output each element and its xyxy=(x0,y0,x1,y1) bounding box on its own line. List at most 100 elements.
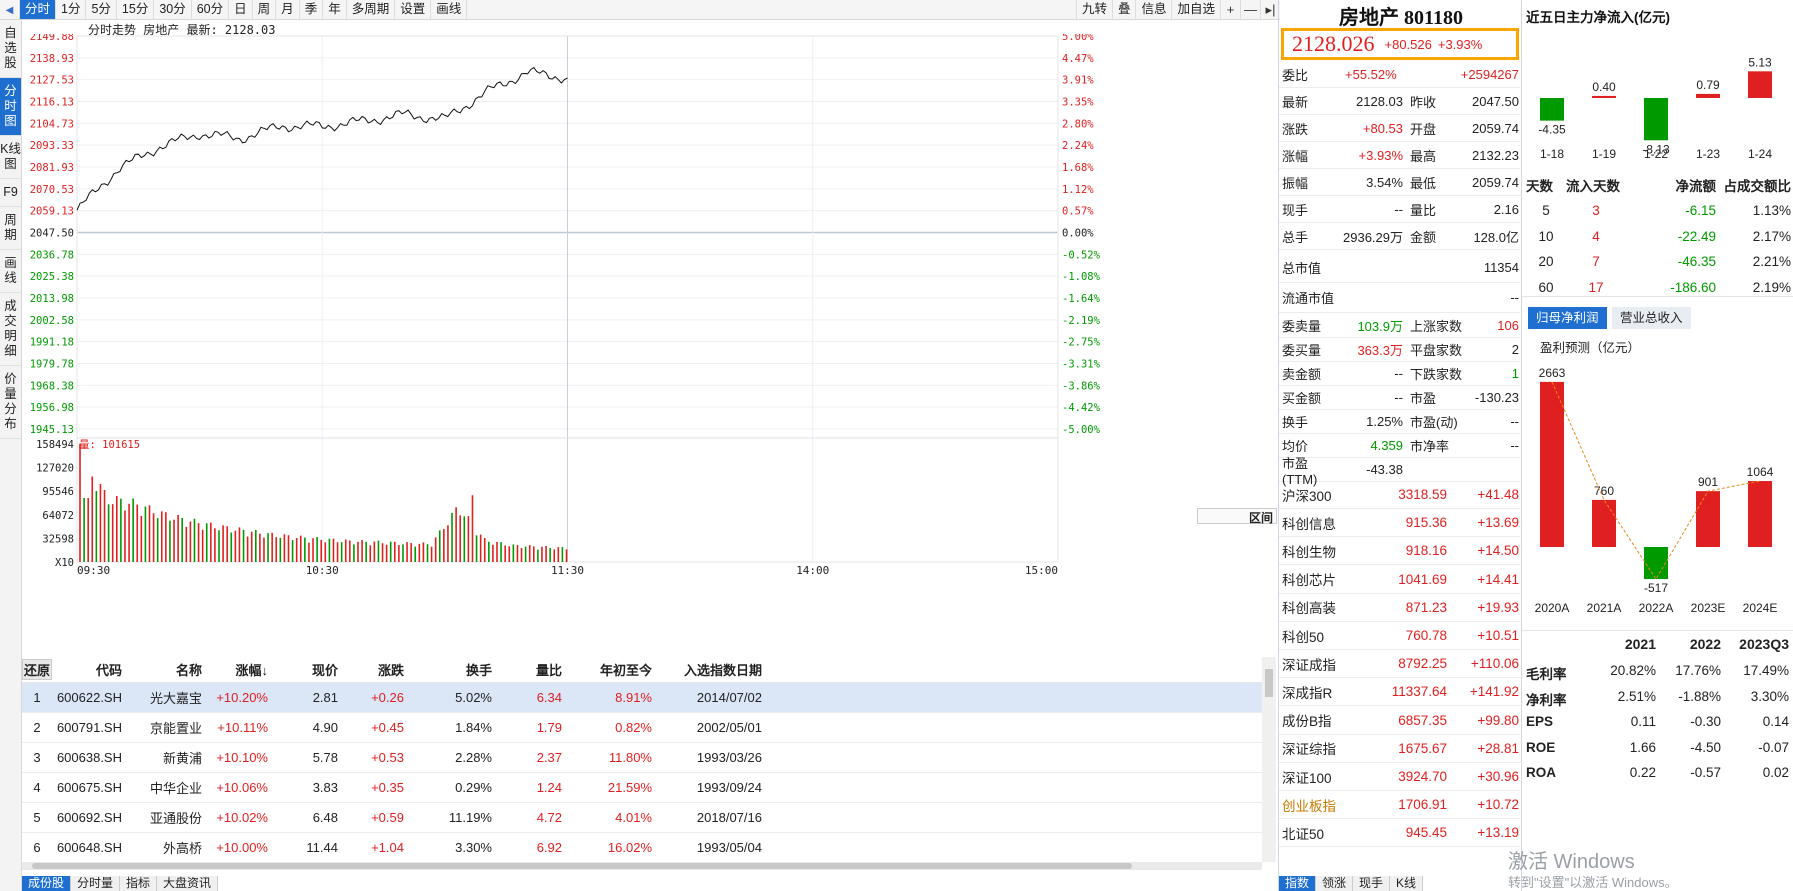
prev-arrow-icon[interactable]: ◀ xyxy=(0,0,20,20)
period-tab[interactable]: 60分 xyxy=(192,0,230,19)
scrollbar-thumb[interactable] xyxy=(32,863,1132,869)
profit-tab[interactable]: 归母净利润 xyxy=(1528,307,1607,329)
table-header-cell[interactable]: 代码 xyxy=(95,663,122,678)
table-row[interactable]: 2 600791.SH 京能置业 +10.11% 4.90 +0.45 1.84% 1.79 0… xyxy=(22,713,1262,743)
sidebar-item[interactable]: 周期 xyxy=(0,207,21,250)
index-row[interactable]: 科创50 760.78 +10.51 xyxy=(1279,622,1523,650)
toolbar-right-item[interactable]: 信息 xyxy=(1135,0,1171,19)
info-value: -- xyxy=(1394,201,1403,217)
bottom-tab[interactable]: 大盘资讯 xyxy=(157,876,219,891)
bottom-tab[interactable]: 分时量 xyxy=(71,876,121,891)
minus-icon[interactable]: — xyxy=(1240,0,1260,19)
table-cell: 外高桥 xyxy=(162,841,202,856)
index-price: 3318.59 xyxy=(1398,487,1447,502)
profit-bar-chart: 2663 2020A 760 2021A -517 2022A 901 2023E 1064 20… xyxy=(1535,366,1778,615)
info-value: -- xyxy=(1510,414,1519,429)
sidebar-item[interactable]: F9 xyxy=(0,179,21,207)
period-tab[interactable]: 多周期 xyxy=(347,0,396,19)
index-row[interactable]: 北证50 945.45 +13.19 xyxy=(1279,819,1523,848)
table-row[interactable]: 4 600675.SH 中华企业 +10.06% 3.83 +0.35 0.29% 1.24 2… xyxy=(22,773,1262,803)
table-cell: +10.20% xyxy=(216,690,268,705)
table-row[interactable]: 1 600622.SH 光大嘉宝 +10.20% 2.81 +0.26 5.02% 6.34 8… xyxy=(22,683,1262,713)
pct-tick-label: -0.52% xyxy=(1062,249,1101,261)
toolbar-right-item[interactable]: 加自选 xyxy=(1171,0,1220,19)
table-header-cell[interactable]: 涨跌 xyxy=(377,663,404,678)
sidebar-item[interactable]: 自选股 xyxy=(0,20,21,78)
period-tab[interactable]: 1分 xyxy=(56,0,87,19)
quote-panel-tab[interactable]: K线 xyxy=(1390,876,1424,891)
table-header-cell[interactable]: 还原 xyxy=(22,659,52,680)
horizontal-scrollbar[interactable] xyxy=(22,862,1262,870)
fin-cell: 0.22 xyxy=(1629,765,1656,780)
sidebar-item[interactable]: 成交明细 xyxy=(0,293,21,366)
index-row[interactable]: 科创生物 918.16 +14.50 xyxy=(1279,537,1523,566)
table-cell: 中华企业 xyxy=(149,781,202,796)
info-label: 委卖量 xyxy=(1282,319,1322,334)
index-row[interactable]: 深成指R 11337.64 +141.92 xyxy=(1279,678,1523,707)
period-tab[interactable]: 年 xyxy=(323,0,347,19)
index-row[interactable]: 创业板指 1706.91 +10.72 xyxy=(1279,791,1523,820)
index-row[interactable]: 成份B指 6857.35 +99.80 xyxy=(1279,707,1523,735)
table-header-cell[interactable]: 入选指数日期 xyxy=(683,663,762,678)
period-tab[interactable]: 月 xyxy=(276,0,300,19)
sidebar-item[interactable]: 分时图 xyxy=(0,78,21,136)
index-row[interactable]: 深证综指 1675.67 +28.81 xyxy=(1279,735,1523,763)
table-header-cell[interactable]: 换手 xyxy=(465,663,492,678)
sidebar-item[interactable]: 价量分布 xyxy=(0,366,21,439)
sidebar-item[interactable]: K线图 xyxy=(0,136,21,179)
info-label: 金额 xyxy=(1410,229,1437,245)
period-tab[interactable]: 分时 xyxy=(20,0,57,19)
period-tab[interactable]: 日 xyxy=(229,0,253,19)
info-label: 总手 xyxy=(1282,229,1309,245)
left-sidebar: 自选股 分时图 K线图 F9 周期 画线 成交明细 价量分布 xyxy=(0,20,22,891)
pct-tick-label: -1.64% xyxy=(1062,293,1101,305)
table-row[interactable]: 5 600692.SH 亚通股份 +10.02% 6.48 +0.59 11.19% 4.72… xyxy=(22,803,1262,833)
period-tab[interactable]: 设置 xyxy=(395,0,432,19)
quote-panel-tab[interactable]: 领涨 xyxy=(1316,876,1354,891)
price-tick-label: 2104.73 xyxy=(30,118,74,130)
bottom-tab[interactable]: 成份股 xyxy=(22,876,72,891)
table-row[interactable]: 6 600648.SH 外高桥 +10.00% 11.44 +1.04 3.30% 6.92 1… xyxy=(22,833,1262,863)
fin-cell: 0.11 xyxy=(1630,714,1656,729)
index-row[interactable]: 科创高装 871.23 +19.93 xyxy=(1279,594,1523,622)
intraday-chart[interactable]: 2149.88 5.00% 2138.93 4.47% 2127.53 3.91% 2116… xyxy=(22,34,1280,660)
info-label: 现手 xyxy=(1282,202,1309,218)
index-row[interactable]: 深证100 3924.70 +30.96 xyxy=(1279,763,1523,791)
table-header-cell[interactable]: 量比 xyxy=(535,663,562,678)
period-tab[interactable]: 季 xyxy=(300,0,324,19)
info-label: 市盈(动) xyxy=(1410,415,1458,430)
period-tab[interactable]: 5分 xyxy=(86,0,117,19)
index-row[interactable]: 深证成指 8792.25 +110.06 xyxy=(1279,650,1523,679)
bottom-tab[interactable]: 指标 xyxy=(120,876,158,891)
vertical-scrollbar[interactable] xyxy=(1262,657,1276,862)
quote-panel-tab[interactable]: 指数 xyxy=(1279,876,1317,891)
range-button[interactable]: 区间 xyxy=(1197,508,1277,525)
toolbar-right-item[interactable]: 九转 xyxy=(1075,0,1112,19)
index-row[interactable]: 科创信息 915.36 +13.69 xyxy=(1279,509,1523,538)
toolbar-right-item[interactable]: 叠 xyxy=(1111,0,1136,19)
profit-year-label: 2023E xyxy=(1691,601,1726,615)
quote-panel-tab[interactable]: 现手 xyxy=(1353,876,1391,891)
index-name: 科创信息 xyxy=(1282,516,1336,532)
table-header-cell[interactable]: 现价 xyxy=(311,663,338,678)
fin-cell: 净利率 xyxy=(1526,692,1567,708)
profit-tab[interactable]: 营业总收入 xyxy=(1612,307,1691,329)
index-row[interactable]: 科创芯片 1041.69 +14.41 xyxy=(1279,566,1523,594)
vscroll-thumb[interactable] xyxy=(1265,669,1273,697)
table-header-cell[interactable]: 名称 xyxy=(175,663,202,678)
period-tab[interactable]: 周 xyxy=(253,0,277,19)
table-row[interactable]: 3 600638.SH 新黄浦 +10.10% 5.78 +0.53 2.28% 2.37 11… xyxy=(22,743,1262,773)
period-tab[interactable]: 15分 xyxy=(117,0,155,19)
pin-icon[interactable]: ▸| xyxy=(1260,0,1280,19)
period-tab[interactable]: 画线 xyxy=(431,0,468,19)
sidebar-item[interactable]: 画线 xyxy=(0,250,21,293)
quote-single-row: 总市值 11354 xyxy=(1279,253,1523,283)
profit-year-label: 2020A xyxy=(1535,601,1570,615)
table-cell: 亚通股份 xyxy=(149,811,202,826)
index-row[interactable]: 沪深300 3318.59 +41.48 xyxy=(1279,481,1523,509)
table-header-cell[interactable]: 涨幅↓ xyxy=(235,663,268,678)
price-tick-label: 2036.78 xyxy=(30,249,74,261)
table-header-cell[interactable]: 年初至今 xyxy=(599,663,652,678)
period-tab[interactable]: 30分 xyxy=(154,0,192,19)
plus-icon[interactable]: + xyxy=(1220,0,1240,19)
